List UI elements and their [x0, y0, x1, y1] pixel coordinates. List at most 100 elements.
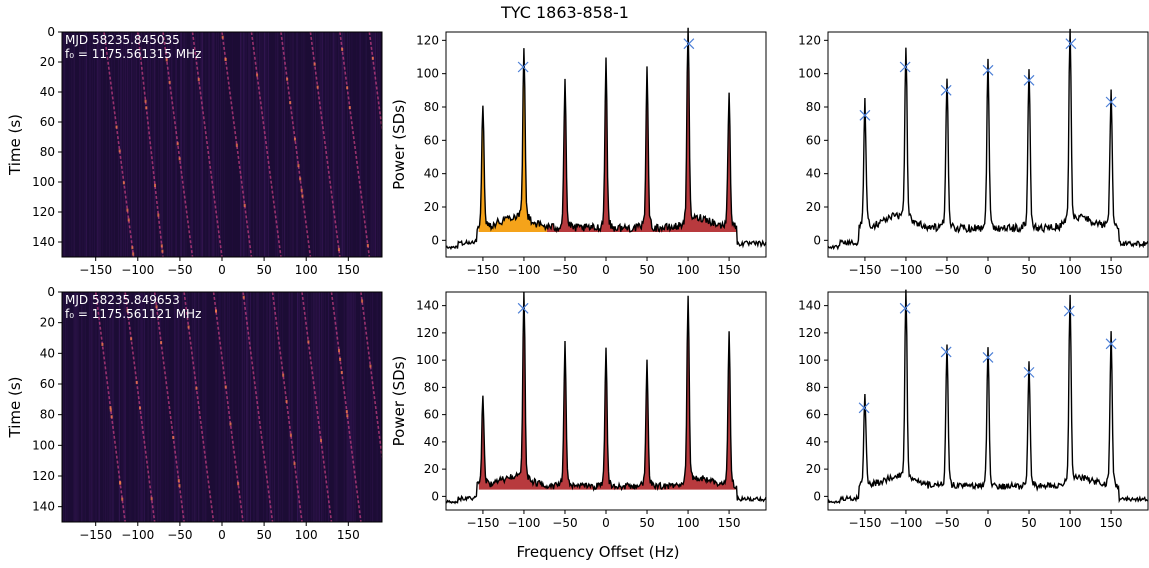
- bright-pixel: [361, 299, 364, 303]
- annotation-mjd: MJD 58235.849653: [65, 293, 180, 307]
- x-tick-label: 50: [1021, 263, 1036, 277]
- x-tick-label: 150: [337, 528, 360, 542]
- drift-track: [242, 292, 274, 522]
- bright-pixel: [242, 295, 245, 299]
- peak-marker: [940, 346, 952, 358]
- bright-pixel: [178, 157, 181, 161]
- x-tick-label: 50: [256, 528, 271, 542]
- peak-marker: [517, 302, 529, 314]
- bright-pixel: [237, 482, 240, 486]
- x-tick-label: 150: [1100, 516, 1123, 530]
- drift-track: [339, 32, 371, 257]
- drift-track: [330, 292, 362, 522]
- bright-pixel: [109, 408, 112, 412]
- x-tick-label: −150: [848, 516, 881, 530]
- y-tick-label: 120: [416, 326, 439, 340]
- highlight-fill-area: [478, 48, 547, 232]
- bright-pixel: [168, 80, 171, 84]
- drift-track: [153, 292, 185, 522]
- x-tick-label: 50: [639, 516, 654, 530]
- bright-pixel: [118, 149, 121, 153]
- x-tick-label: 0: [602, 516, 610, 530]
- y-tick-label: 60: [424, 133, 439, 147]
- peak-marker: [1023, 366, 1035, 378]
- peak-marker: [683, 38, 695, 50]
- bright-pixel: [307, 340, 310, 344]
- y-tick-label: 100: [798, 353, 821, 367]
- bright-pixel: [161, 249, 164, 253]
- x-tick-label: −100: [121, 263, 154, 277]
- y-tick-label: 120: [32, 205, 55, 219]
- power-panel-5: −150 −100 −50 0 50 100 150 0 20 40 60 80 100 120 140: [798, 289, 1149, 530]
- bright-pixel: [150, 497, 153, 501]
- y-tick-label: 40: [424, 167, 439, 181]
- y-tick-label: 60: [40, 377, 55, 391]
- annotation-f0: f₀ = 1175.561121 MHz: [65, 307, 201, 321]
- x-tick-label: −100: [507, 263, 540, 277]
- x-tick-label: −50: [167, 528, 192, 542]
- y-tick-label: 60: [806, 408, 821, 422]
- y-tick-label: 120: [32, 469, 55, 483]
- drift-track: [191, 32, 223, 257]
- waterfall-background: [62, 32, 382, 257]
- x-tick-label: 0: [984, 516, 992, 530]
- bright-pixel: [145, 106, 148, 110]
- x-tick-label: 150: [337, 263, 360, 277]
- drift-track: [183, 292, 215, 522]
- bright-pixel: [144, 99, 147, 103]
- bright-pixel: [160, 341, 163, 345]
- y-tick-label: 0: [813, 233, 821, 247]
- bright-pixel: [126, 309, 129, 313]
- bright-pixel: [127, 218, 130, 222]
- bright-pixel: [187, 325, 190, 329]
- bright-pixel: [299, 177, 302, 181]
- x-tick-label: 100: [295, 263, 318, 277]
- y-tick-label: 120: [416, 33, 439, 47]
- annotation-f0: f₀ = 1175.561315 MHz: [65, 47, 201, 61]
- bright-pixel: [282, 373, 285, 377]
- y-tick-label: 0: [431, 489, 439, 503]
- bright-pixel: [229, 422, 232, 426]
- drift-track: [280, 32, 312, 257]
- power-panel-4: −150 −100 −50 0 50 100 150 0 20 40 60 80 100 120 140 Po…: [390, 291, 767, 530]
- bright-pixel: [289, 433, 292, 437]
- bright-pixel: [348, 106, 351, 110]
- bright-pixel: [286, 77, 289, 81]
- bright-pixel: [285, 399, 288, 403]
- y-tick-label: 100: [32, 175, 55, 189]
- bright-pixel: [224, 385, 227, 389]
- bright-pixel: [215, 309, 218, 313]
- waterfall-background: [62, 292, 382, 522]
- x-tick-label: −100: [121, 528, 154, 542]
- x-tick-label: 150: [718, 263, 741, 277]
- waterfall-content: [62, 292, 382, 522]
- y-tick-label: 80: [806, 100, 821, 114]
- y-tick-label: 60: [40, 115, 55, 129]
- bright-pixel: [320, 438, 323, 442]
- waterfall-content: [62, 32, 397, 257]
- x-tick-label: −150: [79, 263, 112, 277]
- x-tick-label: 0: [218, 528, 226, 542]
- y-tick-label: 80: [424, 380, 439, 394]
- drift-track: [360, 292, 382, 463]
- x-tick-label: 0: [984, 263, 992, 277]
- bright-pixel: [369, 364, 372, 368]
- bright-pixel: [346, 414, 349, 418]
- bright-pixel: [101, 342, 104, 346]
- bright-pixel: [337, 349, 340, 353]
- y-tick-label: 100: [798, 67, 821, 81]
- x-tick-label: −50: [552, 516, 577, 530]
- y-tick-label: 0: [813, 489, 821, 503]
- bright-pixel: [110, 415, 113, 419]
- y-tick-label: 40: [40, 85, 55, 99]
- bright-pixel: [132, 252, 135, 256]
- bright-pixel: [243, 203, 246, 207]
- x-tick-label: 100: [1059, 516, 1082, 530]
- bright-pixel: [165, 58, 168, 62]
- x-tick-label: −100: [507, 516, 540, 530]
- y-tick-label: 80: [806, 380, 821, 394]
- bright-pixel: [395, 236, 397, 239]
